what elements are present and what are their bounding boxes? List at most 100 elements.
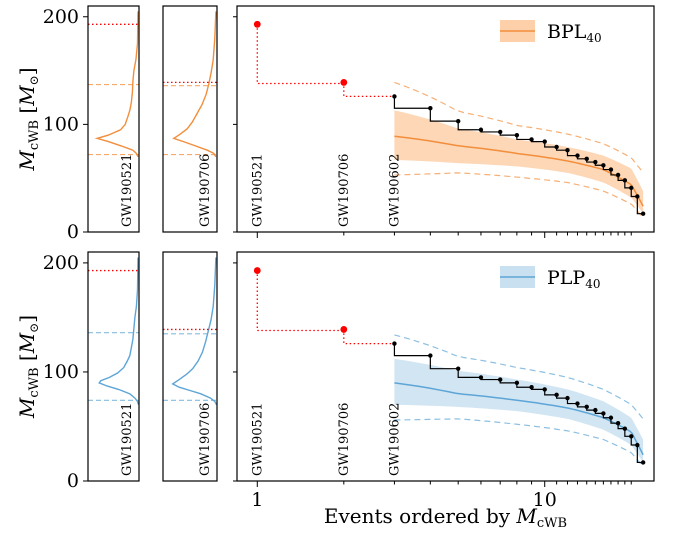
y-axis-title-unit: M [15,332,39,354]
event-label: GW190706 [337,403,352,476]
posterior-distribution-curve [94,11,139,158]
outlier-step-line [343,82,395,98]
side-panel-frame [87,251,140,482]
outlier-step-line [343,329,395,345]
y-axis-title-close-bracket: ] [15,315,39,323]
observed-event-point [428,353,433,358]
side-panel-GW190706: GW190706 [162,5,218,233]
observed-event-point [640,211,646,216]
y-tick-label: 200 [43,252,79,274]
observed-event-point [392,341,397,346]
x-tick-label: 1 [251,489,263,511]
credible-band [394,110,644,214]
observed-event-point [593,407,598,413]
main-panel-frame [236,5,655,233]
y-axis-title-sun-symbol: ⊙ [27,75,41,85]
side-panel-content [163,11,217,158]
legend: PLP40 [500,266,600,291]
outlier-step-line [256,270,344,332]
outlier-event-point [340,79,348,86]
posterior-distribution-curve [98,257,139,405]
event-label: GW190521 [250,403,265,476]
observed-event-point [601,411,606,416]
main-panel-content [253,20,646,219]
event-label: GW190706 [337,154,352,227]
outer-lower-dashed-line [394,172,644,219]
y-axis-title: McWB [M⊙] [15,315,42,419]
observed-event-point [640,460,646,465]
x-axis-title-text: Events ordered by [324,504,517,528]
side-panel-GW190706: GW190706 [162,251,218,482]
observed-event-point [542,139,547,144]
y-axis-title: McWB [M⊙] [15,67,42,171]
side-panel-GW190521: GW190521 [87,5,140,233]
outlier-step-line [256,24,344,85]
side-panel-frame [162,251,218,482]
observed-event-point [554,392,559,398]
observed-event-point [455,118,461,124]
observed-event-point [542,387,547,392]
side-panel-content [88,257,139,405]
observed-event-point [478,127,484,132]
y-tick-label: 0 [67,470,79,492]
observed-event-point [615,421,621,426]
legend-label-subscript: 40 [586,31,601,45]
side-panel-event-label: GW190521 [120,154,135,227]
observed-event-point [608,167,614,172]
observed-event-point [497,129,503,135]
posterior-distribution-curve [171,257,217,406]
x-axis-title-symbol: M [515,504,537,528]
y-axis-title-close-bracket: ] [15,67,39,75]
observed-event-point [514,132,520,138]
y-tick-label: 200 [43,6,79,28]
legend: BPL40 [500,20,602,45]
y-axis-title-symbol: M [15,150,39,172]
y-tick-label: 100 [43,361,79,383]
legend-label-subscript: 40 [585,277,600,291]
observed-event-point [565,148,570,153]
y-axis-title-subscript: cWB [27,367,42,397]
main-panel-frame [236,251,655,482]
observed-event-point [478,375,484,380]
event-label: GW190602 [387,154,402,227]
observed-event-point [629,185,634,191]
event-label: GW190602 [387,403,402,476]
credible-band [394,358,644,463]
outlier-event-point [253,20,261,28]
observed-event-point [514,380,520,386]
x-axis-title: Events ordered by McWB [324,504,567,531]
observed-event-point [554,144,559,150]
x-axis-title-subscript: cWB [537,516,567,531]
outer-lower-dashed-line [394,418,644,468]
y-tick-label: 0 [67,221,79,243]
legend-label-base: PLP [547,267,585,289]
legend-label: BPL40 [547,21,602,45]
y-axis-title-unit: M [15,85,39,107]
legend-label: PLP40 [547,267,600,291]
side-panel-GW190521: GW190521 [87,251,140,482]
observed-event-point [629,434,634,439]
observed-event-point [529,137,534,142]
y-tick-label: 100 [43,113,79,135]
observed-event-point [584,404,589,410]
y-axis-title-symbol: M [15,397,39,419]
observed-event-point [455,366,461,371]
y-axis-title-subscript: cWB [27,120,42,150]
side-panel-event-label: GW190521 [120,403,135,476]
main-panel-content [253,267,646,468]
main-panel: GW190521 GW190706 GW190602 1 10 PLP40 [233,251,655,511]
side-panel-event-label: GW190706 [198,154,213,227]
main-panel: GW190521 GW190706 GW190602 BPL40 [233,5,655,238]
observed-event-point [565,395,570,401]
legend-label-base: BPL [547,21,587,43]
observed-event-point [635,194,640,199]
y-axis-title-open-bracket: [ [15,106,39,120]
side-panel-frame [162,5,218,233]
observed-event-point [622,178,628,183]
observed-event-point [584,156,589,162]
observed-event-point [575,153,580,158]
side-panel-event-label: GW190706 [198,403,213,476]
observed-event-point [428,106,433,111]
outer-upper-dashed-line [394,81,644,174]
